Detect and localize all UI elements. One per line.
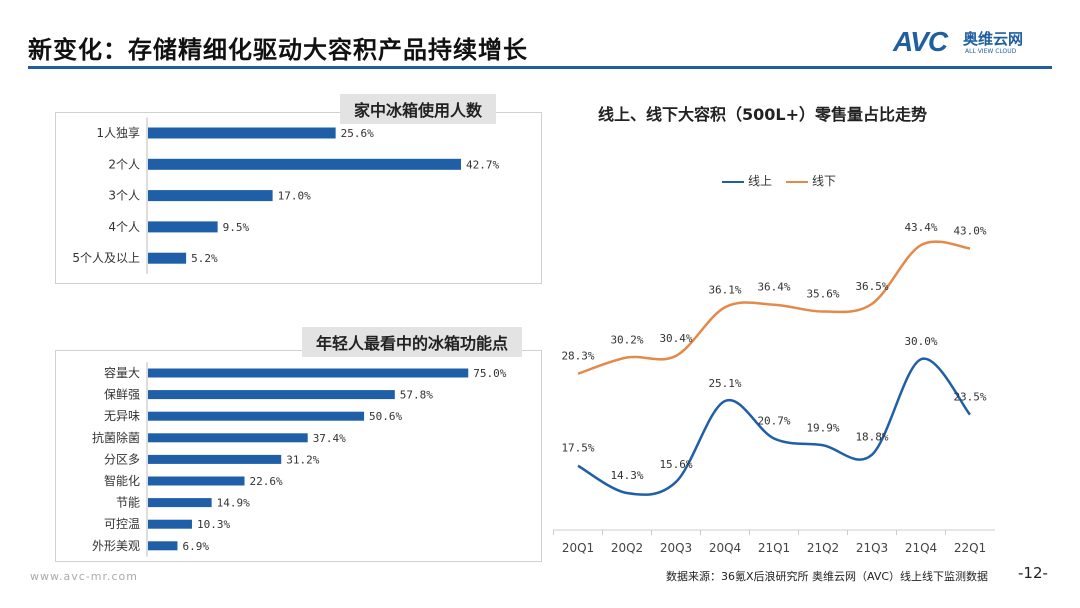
x-tick-label: 21Q3 bbox=[856, 541, 888, 555]
bar bbox=[148, 158, 461, 170]
data-label: 50.6% bbox=[369, 410, 402, 423]
x-tick-label: 20Q4 bbox=[709, 541, 741, 555]
data-label: 6.9% bbox=[182, 540, 209, 553]
online-data-label: 20.7% bbox=[757, 414, 790, 427]
category-label: 抗菌除菌 bbox=[92, 430, 140, 445]
online-data-label: 15.6% bbox=[659, 458, 692, 471]
data-label: 22.6% bbox=[250, 475, 283, 488]
bar bbox=[148, 127, 336, 139]
website-url: www.avc-mr.com bbox=[30, 570, 138, 583]
data-label: 17.0% bbox=[278, 190, 311, 203]
offline-data-label: 43.4% bbox=[904, 221, 937, 234]
category-label: 2个人 bbox=[108, 157, 140, 171]
data-label: 9.5% bbox=[223, 221, 250, 234]
category-label: 5个人及以上 bbox=[72, 251, 140, 265]
page-title: 新变化：存储精细化驱动大容积产品持续增长 bbox=[28, 36, 528, 64]
bar bbox=[148, 390, 395, 400]
bar bbox=[148, 476, 245, 486]
online-data-label: 19.9% bbox=[806, 421, 839, 434]
online-data-label: 30.0% bbox=[904, 335, 937, 348]
offline-data-label: 36.4% bbox=[757, 281, 790, 294]
x-tick-label: 20Q3 bbox=[660, 541, 692, 555]
data-label: 14.9% bbox=[217, 497, 250, 510]
chart3-title: 线上、线下大容积（500L+）零售量占比走势 bbox=[598, 105, 928, 124]
bar bbox=[148, 519, 192, 529]
online-line bbox=[577, 357, 971, 496]
data-label: 57.8% bbox=[400, 389, 433, 402]
chart3-legend: 线上 线下 bbox=[722, 172, 836, 189]
logo-text: AVC bbox=[893, 26, 948, 57]
data-label: 37.4% bbox=[313, 432, 346, 445]
offline-data-label: 30.2% bbox=[610, 334, 643, 347]
offline-data-label: 30.4% bbox=[659, 332, 692, 345]
bar bbox=[148, 411, 365, 421]
offline-data-label: 43.0% bbox=[953, 224, 986, 237]
logo-cn: 奥维云网 bbox=[963, 30, 1024, 48]
offline-line bbox=[577, 240, 971, 375]
category-label: 3个人 bbox=[108, 189, 140, 203]
online-data-label: 17.5% bbox=[561, 442, 594, 455]
avc-logo: AVC 奥维云网 ALL VIEW CLOUD bbox=[893, 26, 1023, 58]
online-data-label: 25.1% bbox=[708, 377, 741, 390]
category-label: 保鲜强 bbox=[104, 388, 140, 402]
category-label: 分区多 bbox=[104, 452, 140, 466]
chart2-panel bbox=[55, 350, 542, 562]
online-data-label: 23.5% bbox=[953, 391, 986, 404]
offline-data-label: 36.5% bbox=[855, 280, 888, 293]
category-label: 容量大 bbox=[104, 365, 140, 380]
bar bbox=[148, 252, 187, 264]
category-label: 1人独享 bbox=[96, 125, 140, 140]
data-label: 25.6% bbox=[341, 127, 374, 140]
offline-data-label: 35.6% bbox=[806, 288, 839, 301]
x-tick-label: 20Q2 bbox=[611, 541, 643, 555]
bar bbox=[148, 454, 282, 464]
category-label: 智能化 bbox=[104, 473, 140, 488]
bar bbox=[148, 498, 212, 508]
category-label: 4个人 bbox=[108, 220, 140, 234]
title-divider bbox=[28, 66, 1052, 69]
bar bbox=[148, 190, 273, 202]
x-tick-label: 22Q1 bbox=[954, 541, 986, 555]
chart1-panel bbox=[55, 112, 542, 284]
chart1-title: 家中冰箱使用人数 bbox=[340, 94, 497, 124]
bar bbox=[148, 221, 218, 233]
offline-data-label: 36.1% bbox=[708, 283, 741, 296]
data-label: 5.2% bbox=[191, 252, 218, 265]
bar bbox=[148, 541, 178, 551]
data-source: 数据来源：36氪X后浪研究所 奥维云网（AVC）线上线下监测数据 bbox=[666, 570, 989, 583]
bar bbox=[148, 368, 469, 378]
category-label: 节能 bbox=[116, 496, 140, 510]
page-number: -12- bbox=[1018, 564, 1048, 582]
x-tick-label: 20Q1 bbox=[562, 541, 594, 555]
data-label: 42.7% bbox=[466, 158, 499, 171]
x-tick-label: 21Q2 bbox=[807, 541, 839, 555]
online-data-label: 18.8% bbox=[855, 431, 888, 444]
x-tick-label: 21Q4 bbox=[905, 541, 937, 555]
x-tick-label: 21Q1 bbox=[758, 541, 790, 555]
legend-online: 线上 bbox=[722, 172, 772, 189]
category-label: 外形美观 bbox=[92, 539, 140, 553]
category-label: 无异味 bbox=[104, 409, 140, 423]
chart2-title: 年轻人最看中的冰箱功能点 bbox=[302, 327, 523, 357]
data-label: 31.2% bbox=[286, 453, 319, 466]
data-label: 75.0% bbox=[473, 367, 506, 380]
data-label: 10.3% bbox=[197, 518, 230, 531]
category-label: 可控温 bbox=[104, 517, 140, 531]
bar bbox=[148, 433, 308, 443]
offline-data-label: 28.3% bbox=[561, 350, 594, 363]
online-data-label: 14.3% bbox=[610, 469, 643, 482]
logo-en: ALL VIEW CLOUD bbox=[965, 48, 1017, 55]
legend-offline: 线下 bbox=[786, 172, 836, 189]
